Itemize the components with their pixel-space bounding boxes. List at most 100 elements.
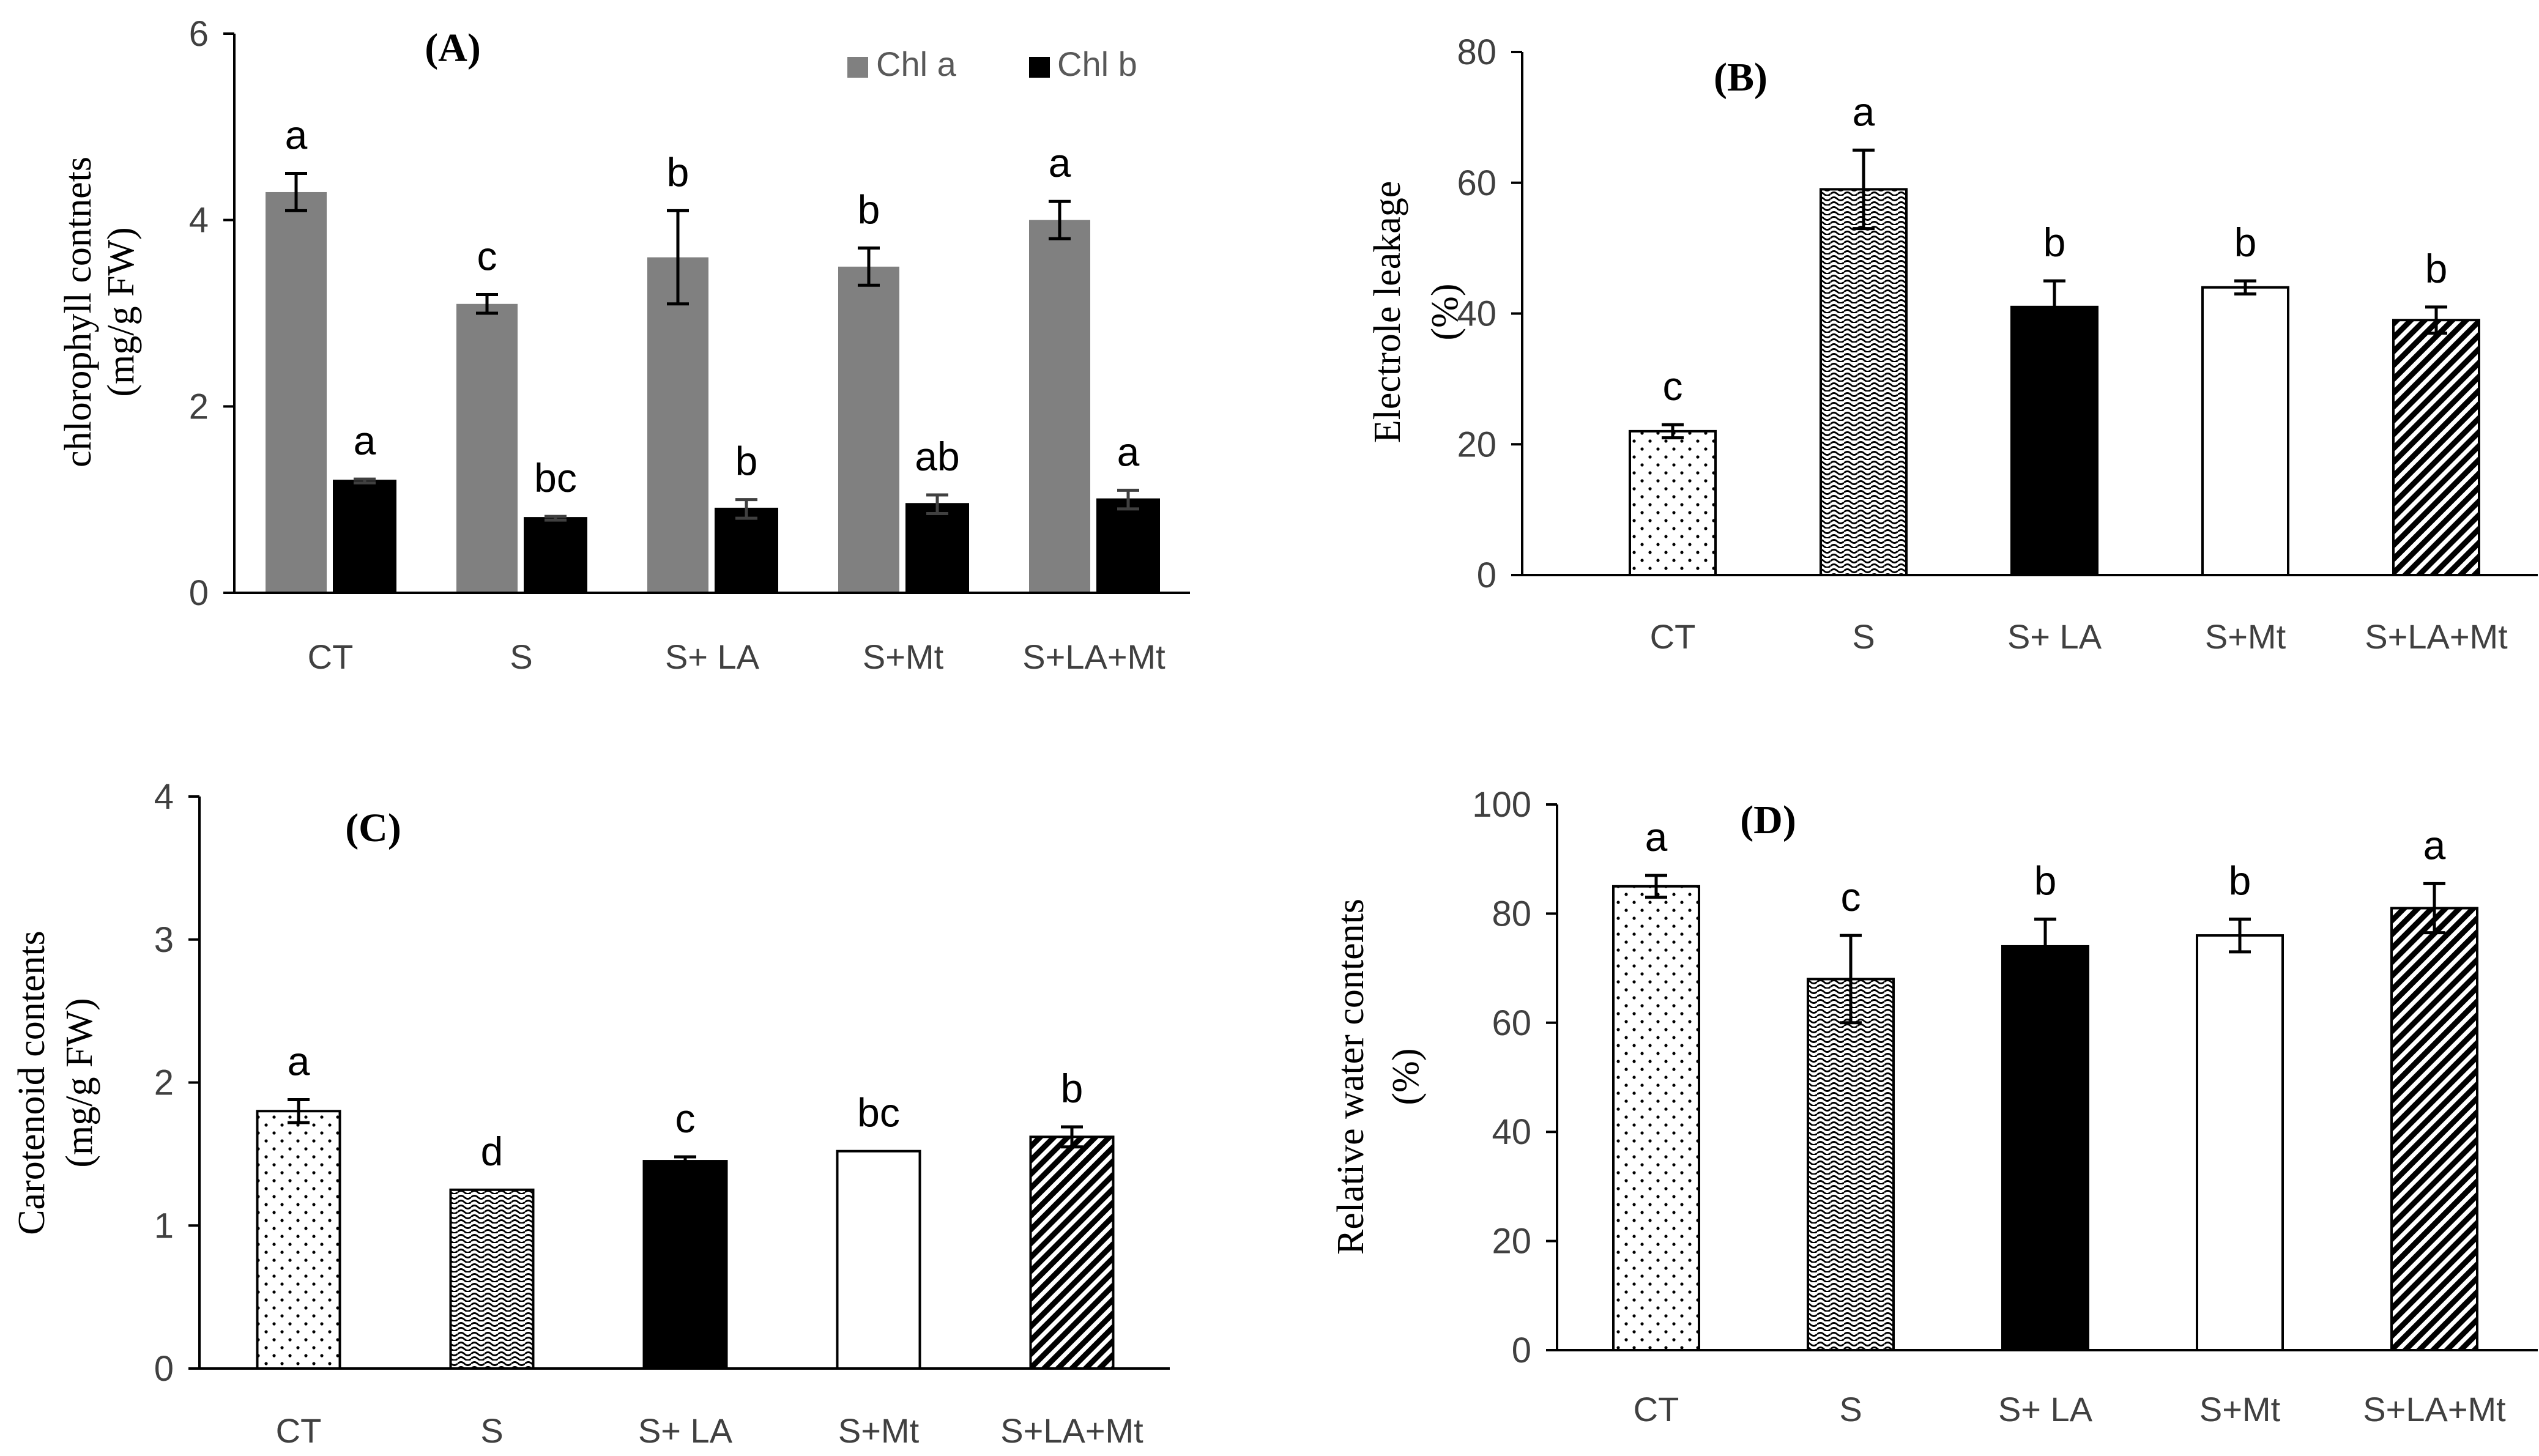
significance-letter-panel-d-ct: a xyxy=(1645,814,1668,860)
panel-b-xtick-label-s: S xyxy=(1852,617,1875,656)
significance-letter-panel-c-s: d xyxy=(481,1129,504,1174)
significance-letter-panel-d-s: c xyxy=(1841,874,1861,919)
significance-letter-panel-c-s-la-mt: b xyxy=(1061,1066,1084,1111)
panel-a-legend: Chl a Chl b xyxy=(847,45,1137,83)
bar-panel-c-s-la xyxy=(642,1160,728,1370)
significance-letter-panel-b-s-mt: b xyxy=(2234,220,2257,265)
panel-b-electrolyte-chart: c a b b b 0 20 40 60 80 CT S S+ LA S+Mt S+LA+Mt (B) E… xyxy=(1367,32,2538,656)
panel-d-xtick-label-s-la-mt: S+LA+Mt xyxy=(2363,1390,2506,1428)
panel-b-bars: c a b b b xyxy=(1629,89,2480,576)
panel-b-axes: 0 20 40 60 80 CT S S+ LA S+Mt S+LA+Mt xyxy=(1457,32,2538,656)
bar-chl-a-s xyxy=(456,303,518,593)
panel-d-xtick-label-s: S xyxy=(1839,1390,1862,1428)
legend-label-chl-a: Chl a xyxy=(876,45,957,83)
panel-a-bars: a a c bc b b b ab a a xyxy=(266,113,1160,595)
bar-panel-c-s xyxy=(449,1188,535,1370)
panel-d-ytick-label: 0 xyxy=(1512,1331,1531,1370)
panel-c-xtick-label-s-la: S+ LA xyxy=(638,1411,733,1450)
panel-a-ytick-label: 0 xyxy=(189,573,209,613)
panel-d-axes: 0 20 40 60 80 100 CT S S+ LA S+Mt S+LA+Mt xyxy=(1472,785,2538,1428)
significance-letter-chl-a-s: c xyxy=(477,234,497,279)
panel-a-xtick-label-ct: CT xyxy=(308,637,354,676)
significance-letter-chl-a-s-la-mt: a xyxy=(1049,140,1071,185)
panel-c-axes: 0 1 2 3 4 CT S S+ LA S+Mt S+LA+Mt xyxy=(154,777,1170,1450)
panel-d-water-chart: a c b b a 0 20 40 60 80 100 CT S S+ LA S+Mt S+LA+Mt (D… xyxy=(1330,785,2538,1428)
significance-letter-panel-d-s-mt: b xyxy=(2229,858,2251,903)
panel-a-title: (A) xyxy=(425,26,481,70)
bar-chl-a-s-la xyxy=(647,257,708,593)
panel-c-xtick-label-s-la-mt: S+LA+Mt xyxy=(1000,1411,1143,1450)
bar-panel-d-ct xyxy=(1612,885,1700,1352)
panel-c-carotenoid-chart: a d c bc b 0 1 2 3 4 CT S S+ LA S+Mt S+LA+Mt (C) Caro… xyxy=(11,777,1170,1450)
bar-panel-c-s-mt xyxy=(836,1150,921,1370)
bar-chl-b-s xyxy=(524,517,587,595)
significance-letter-chl-a-s-mt: b xyxy=(858,187,880,232)
panel-a-ytick-label: 2 xyxy=(189,387,209,426)
panel-a-axes: 0 2 4 6 CT S S+ LA S+Mt S+LA+Mt xyxy=(189,14,1190,676)
panel-a-xtick-label-s-mt: S+Mt xyxy=(863,637,944,676)
bar-panel-d-s xyxy=(1807,978,1895,1351)
significance-letter-panel-d-s-la: b xyxy=(2034,858,2057,903)
significance-letter-panel-c-ct: a xyxy=(288,1039,310,1084)
significance-letter-panel-b-s-la: b xyxy=(2043,220,2066,265)
panel-a-xtick-label-s-la-mt: S+LA+Mt xyxy=(1022,637,1165,676)
panel-c-xtick-label-s: S xyxy=(480,1411,503,1450)
bar-panel-b-s-la xyxy=(2010,305,2098,576)
significance-letter-chl-a-s-la: b xyxy=(667,149,690,195)
panel-c-xtick-label-s-mt: S+Mt xyxy=(838,1411,920,1450)
significance-letter-panel-c-s-mt: bc xyxy=(857,1090,900,1135)
legend-label-chl-b: Chl b xyxy=(1057,45,1137,83)
panel-b-ytick-label: 60 xyxy=(1457,163,1496,203)
panel-c-ylabel-line1: Carotenoid contents xyxy=(11,930,53,1235)
panel-c-ylabel-line2: (mg/g FW) xyxy=(59,998,100,1167)
bar-chl-b-s-mt xyxy=(905,503,969,594)
significance-letter-panel-b-s-la-mt: b xyxy=(2425,246,2448,291)
panel-b-ylabel-line1: Electrole leakage xyxy=(1367,181,1408,444)
bar-chl-a-s-mt xyxy=(838,266,899,593)
panel-d-ytick-label: 60 xyxy=(1492,1003,1531,1043)
significance-letter-panel-c-s-la: c xyxy=(675,1096,696,1141)
legend-swatch-chl-a xyxy=(847,57,868,78)
bar-panel-b-s xyxy=(1820,188,1908,576)
panel-a-xtick-label-s-la: S+ LA xyxy=(665,637,760,676)
significance-letter-chl-b-s-la-mt: a xyxy=(1117,429,1140,474)
bar-panel-b-s-la-mt xyxy=(2392,319,2480,576)
significance-letter-panel-b-s: a xyxy=(1853,89,1875,134)
panel-d-xtick-label-ct: CT xyxy=(1634,1390,1679,1428)
bar-chl-b-ct xyxy=(333,480,396,595)
panel-b-ylabel-line2: (%) xyxy=(1424,284,1466,341)
panel-d-title: (D) xyxy=(1740,798,1796,842)
panel-b-ytick-label: 20 xyxy=(1457,425,1496,464)
significance-letter-chl-a-ct: a xyxy=(285,113,308,158)
significance-letter-panel-d-s-la-mt: a xyxy=(2423,822,2446,867)
panel-d-xtick-label-s-mt: S+Mt xyxy=(2199,1390,2281,1428)
panel-c-ytick-label: 2 xyxy=(154,1063,174,1103)
panel-b-xtick-label-s-mt: S+Mt xyxy=(2205,617,2286,656)
bar-panel-c-s-la-mt xyxy=(1029,1135,1115,1370)
panel-c-bars: a d c bc b xyxy=(256,1039,1115,1370)
panel-c-ytick-label: 1 xyxy=(154,1206,174,1246)
panel-c-title: (C) xyxy=(345,806,401,850)
bar-panel-c-ct xyxy=(256,1110,341,1370)
bar-panel-d-s-la xyxy=(2001,945,2089,1352)
bar-panel-b-ct xyxy=(1629,429,1717,576)
panel-a-ylabel-line2: (mg/g FW) xyxy=(100,227,142,396)
panel-c-ytick-label: 4 xyxy=(154,777,174,817)
panel-c-ytick-label: 3 xyxy=(154,920,174,960)
bar-chl-b-s-la xyxy=(715,507,778,595)
panel-d-ytick-label: 40 xyxy=(1492,1112,1531,1152)
panel-a-chlorophyll-chart: a a c bc b b b ab a a 0 2 4 6 CT S S+ LA S+Mt S+LA+Mt (A)… xyxy=(58,14,1190,676)
panel-b-ytick-label: 80 xyxy=(1457,32,1496,72)
panel-d-ytick-label: 20 xyxy=(1492,1222,1531,1261)
panel-b-xtick-label-s-la: S+ LA xyxy=(2007,617,2102,656)
panel-a-ytick-label: 6 xyxy=(189,14,209,54)
panel-b-ytick-label: 40 xyxy=(1457,294,1496,334)
significance-letter-chl-b-s: bc xyxy=(534,455,577,500)
panel-a-xtick-label-s: S xyxy=(510,637,532,676)
significance-letter-chl-b-ct: a xyxy=(354,418,376,463)
panel-c-xtick-label-ct: CT xyxy=(276,1411,322,1450)
panel-b-title: (B) xyxy=(1714,55,1768,100)
bar-panel-b-s-mt xyxy=(2201,286,2289,576)
bar-panel-d-s-la-mt xyxy=(2390,907,2478,1351)
panel-b-ytick-label: 0 xyxy=(1477,555,1496,595)
